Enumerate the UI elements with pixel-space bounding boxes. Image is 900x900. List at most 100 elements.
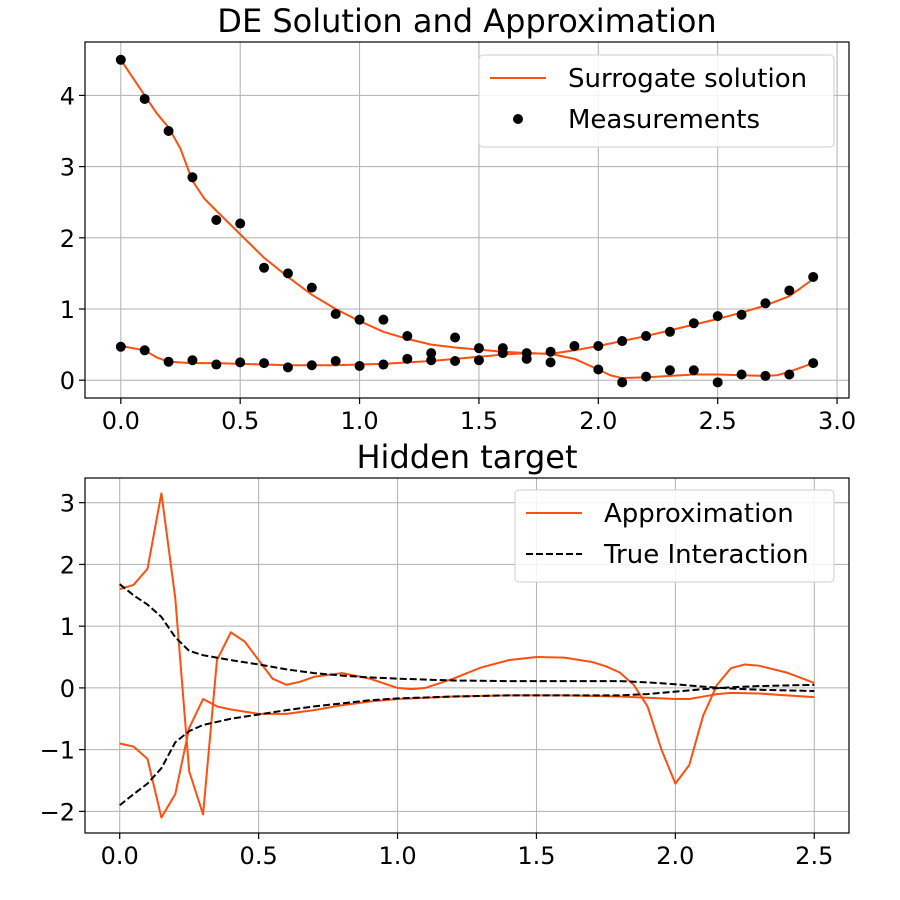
measurement-point	[784, 369, 795, 380]
x-tick-label: 2.5	[795, 842, 833, 870]
measurement-point	[115, 54, 126, 65]
measurement-point	[235, 218, 246, 229]
chart-title: Hidden target	[356, 438, 577, 476]
measurement-point	[450, 332, 461, 343]
legend: Approximation True Interaction	[514, 489, 835, 583]
measurement-point	[545, 346, 556, 357]
legend-label: True Interaction	[603, 540, 809, 570]
x-tick-label: 2.0	[656, 842, 694, 870]
measurement-point	[187, 355, 198, 366]
measurement-point	[306, 282, 317, 293]
x-tick-label: 2.5	[699, 407, 737, 435]
y-tick-label: 4	[60, 82, 75, 110]
measurement-point	[641, 331, 652, 342]
measurement-point	[163, 126, 174, 136]
measurement-point	[306, 360, 317, 371]
measurement-point	[402, 331, 413, 342]
measurement-point	[402, 353, 413, 364]
measurement-point	[497, 348, 508, 359]
measurement-point	[521, 353, 532, 364]
legend-label: Measurements	[568, 105, 760, 135]
measurement-point	[736, 309, 747, 320]
measurement-point	[712, 377, 723, 388]
measurement-point	[354, 360, 365, 371]
plot-area	[119, 492, 815, 819]
measurement-point	[450, 355, 461, 366]
legend: Surrogate solution Measurements	[478, 54, 835, 148]
legend-marker-swatch	[513, 114, 523, 124]
measurement-point	[784, 285, 795, 296]
true-interaction-line	[119, 583, 815, 692]
y-tick-label: 0	[60, 675, 75, 703]
measurement-point	[163, 356, 174, 367]
measurement-point	[259, 262, 270, 273]
y-tick-label: 0	[60, 367, 75, 395]
approximation-line	[119, 492, 815, 816]
measurement-point	[569, 341, 580, 352]
measurement-point	[282, 268, 293, 279]
x-tick-label: 1.0	[378, 842, 416, 870]
legend-box	[478, 54, 835, 148]
measurement-point	[641, 371, 652, 382]
measurement-point	[259, 358, 270, 369]
y-tick-label: 3	[60, 154, 75, 182]
x-tick-label: 1.5	[517, 842, 555, 870]
measurement-point	[187, 172, 198, 183]
measurement-point	[593, 364, 604, 375]
measurement-point	[808, 271, 819, 282]
measurement-point	[139, 345, 150, 356]
surrogate-solution-line	[119, 59, 814, 355]
measurement-point	[330, 308, 341, 319]
measurement-point	[664, 365, 675, 376]
measurement-point	[545, 357, 556, 368]
y-tick-label: 1	[60, 613, 75, 641]
y-tick-label: −2	[40, 798, 75, 826]
measurement-point	[426, 355, 437, 366]
measurement-point	[760, 370, 771, 381]
measurement-point	[378, 359, 389, 370]
x-tick-label: 2.0	[579, 407, 617, 435]
measurement-point	[664, 326, 675, 337]
x-tick-label: 0.0	[102, 407, 140, 435]
y-tick-label: 2	[60, 225, 75, 253]
y-tick-label: −1	[40, 737, 75, 765]
measurement-point	[139, 93, 150, 104]
surrogate-solution-line	[120, 345, 814, 380]
plot-area	[115, 54, 819, 388]
measurement-point	[426, 348, 437, 359]
y-tick-label: 1	[60, 296, 75, 324]
chart-0: 0.0 0.5 1.0 1.5 2.0 2.5 3.0 0 1 2 3 4 DE Solution an…	[60, 2, 856, 435]
measurement-point	[211, 359, 222, 370]
measurement-point	[617, 336, 628, 347]
measurement-point	[688, 318, 699, 329]
measurement-point	[282, 362, 293, 373]
measurement-point	[211, 215, 222, 225]
chart-title: DE Solution and Approximation	[217, 2, 716, 40]
x-tick-label: 3.0	[818, 407, 856, 435]
y-tick-label: 2	[60, 551, 75, 579]
measurement-point	[473, 355, 484, 366]
measurement-point	[115, 341, 126, 352]
measurement-point	[354, 314, 365, 325]
measurement-point	[760, 298, 771, 309]
y-tick-label: 3	[60, 490, 75, 518]
axes-frame	[84, 41, 850, 399]
x-tick-label: 1.5	[460, 407, 498, 435]
axes-frame	[84, 477, 850, 834]
legend-box	[514, 489, 835, 583]
measurement-point	[688, 365, 699, 376]
measurement-point	[378, 314, 389, 325]
x-tick-label: 0.0	[101, 842, 139, 870]
true-interaction-line	[119, 683, 815, 807]
measurement-point	[593, 341, 604, 352]
measurement-point	[330, 355, 341, 366]
measurement-point	[712, 311, 723, 322]
x-tick-label: 1.0	[340, 407, 378, 435]
measurement-point	[235, 357, 246, 368]
x-tick-label: 0.5	[221, 407, 259, 435]
x-tick-label: 0.5	[240, 842, 278, 870]
measurement-point	[808, 358, 819, 369]
legend-label: Surrogate solution	[568, 64, 807, 94]
measurement-point	[473, 343, 484, 354]
